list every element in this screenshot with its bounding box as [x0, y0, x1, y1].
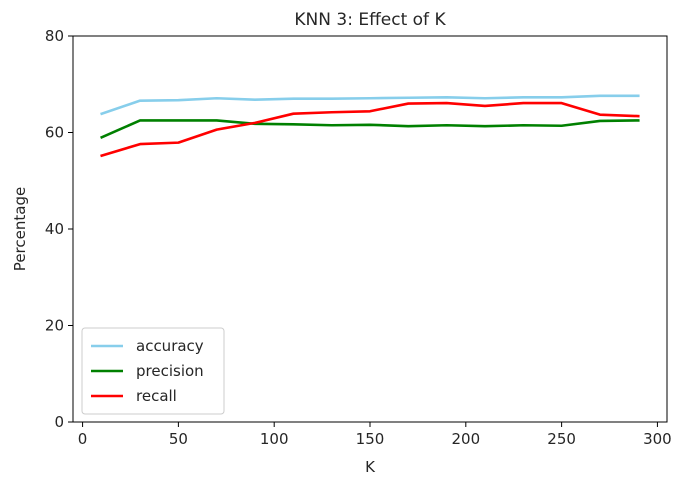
x-axis-label: K — [365, 458, 376, 476]
legend-label-recall: recall — [136, 387, 177, 405]
plot-lines — [100, 94, 640, 158]
legend-box — [81, 327, 225, 415]
y-axis-ticks: 0 20 40 60 80 — [45, 27, 73, 431]
legend-label-precision: precision — [136, 362, 204, 380]
y-tick-label: 0 — [54, 413, 64, 431]
legend: accuracy precision recall — [81, 327, 225, 415]
x-axis-ticks: 0 50 100 150 200 250 300 — [78, 422, 672, 448]
series-line-accuracy — [100, 94, 640, 116]
y-tick-label: 40 — [45, 220, 64, 238]
y-tick-label: 80 — [45, 27, 64, 45]
y-tick-label: 20 — [45, 317, 64, 335]
chart-title: KNN 3: Effect of K — [294, 10, 446, 30]
x-tick-label: 100 — [260, 430, 289, 448]
x-tick-label: 0 — [78, 430, 88, 448]
x-tick-label: 50 — [169, 430, 188, 448]
legend-label-accuracy: accuracy — [136, 337, 204, 355]
series-line-precision — [100, 119, 640, 140]
series-line-recall — [100, 101, 640, 158]
x-tick-label: 300 — [643, 430, 672, 448]
x-tick-label: 250 — [547, 430, 576, 448]
y-axis-label: Percentage — [11, 187, 29, 271]
x-tick-label: 200 — [451, 430, 480, 448]
x-tick-label: 150 — [356, 430, 385, 448]
y-tick-label: 60 — [45, 124, 64, 142]
